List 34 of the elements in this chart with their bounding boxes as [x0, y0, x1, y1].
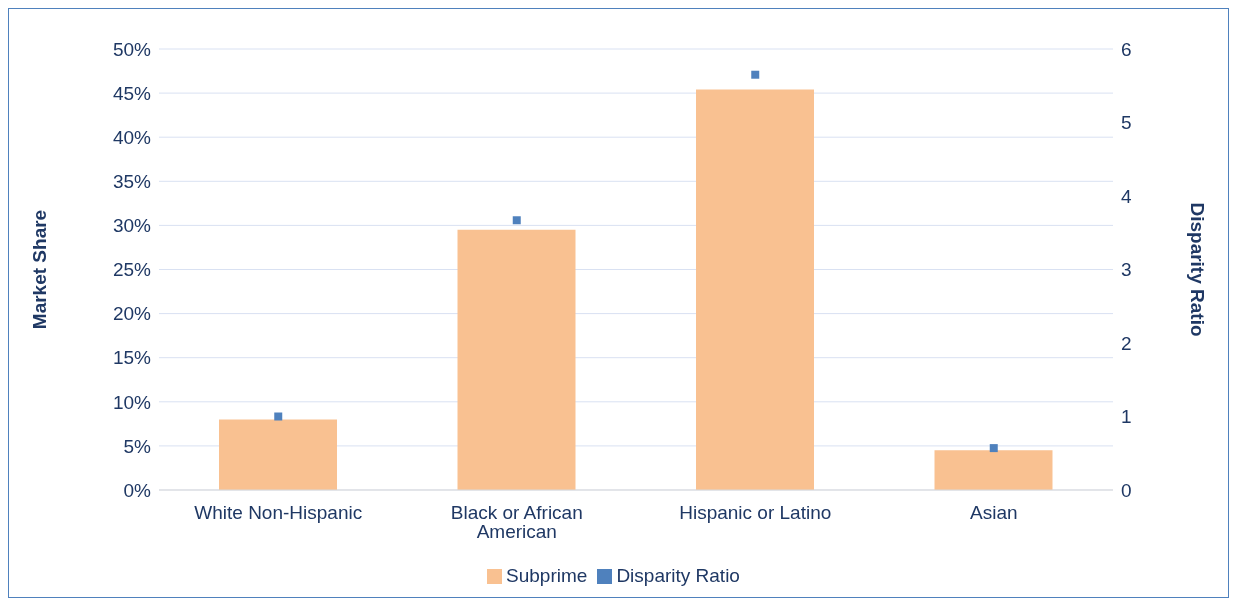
- legend-label: Disparity Ratio: [616, 565, 740, 586]
- point: [751, 70, 760, 79]
- y-tick-label: 15%: [112, 347, 152, 369]
- y2-tick-label: 0: [1121, 479, 1132, 501]
- y-tick-label: 30%: [112, 215, 152, 237]
- legend-label: Subprime: [506, 565, 588, 586]
- x-tick-label: White Non-Hispanic: [194, 502, 363, 524]
- y-tick-label: 25%: [112, 259, 152, 281]
- y-tick-label: 10%: [112, 391, 152, 413]
- point: [274, 412, 283, 421]
- y-axis-title: Market Share: [28, 209, 50, 330]
- bar: [219, 419, 337, 490]
- y-tick-label: 20%: [112, 303, 152, 325]
- y2-tick-label: 4: [1121, 185, 1132, 207]
- y2-tick-label: 1: [1121, 406, 1132, 428]
- bar: [934, 450, 1053, 490]
- y-tick-label: 0%: [123, 479, 152, 501]
- point: [989, 444, 998, 453]
- y-tick-label: 50%: [112, 38, 152, 60]
- point: [512, 216, 521, 225]
- x-tick-label: Hispanic or Latino: [679, 502, 832, 524]
- x-tick-label: Asian: [969, 502, 1018, 524]
- y2-tick-label: 2: [1121, 332, 1132, 354]
- y2-tick-label: 3: [1121, 259, 1132, 281]
- y-tick-label: 40%: [112, 126, 152, 148]
- y2-axis-title: Disparity Ratio: [1187, 202, 1209, 337]
- y-tick-label: 35%: [112, 171, 152, 193]
- y2-tick-label: 5: [1121, 112, 1132, 134]
- bar: [457, 229, 576, 490]
- y2-tick-label: 6: [1121, 38, 1132, 60]
- y-tick-label: 5%: [123, 435, 152, 457]
- x-tick-label: Black or African American: [450, 502, 583, 543]
- bar: [696, 89, 814, 490]
- y-tick-label: 45%: [112, 82, 152, 104]
